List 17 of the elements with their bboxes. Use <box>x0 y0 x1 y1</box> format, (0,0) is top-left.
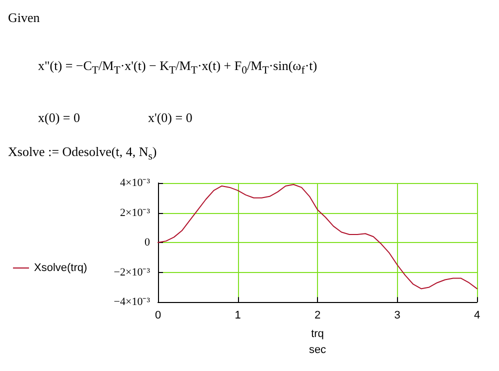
x-tick-label: 2 <box>314 310 321 322</box>
text: Xsolve := Odesolve(t, 4, N$_{s}$) <box>8 144 157 163</box>
y-tick-label: −4×10⁻³ <box>114 296 151 308</box>
x-tick-label: 1 <box>234 310 241 322</box>
text: x'(0) = 0 <box>148 110 192 126</box>
y-tick-label: −2×10⁻³ <box>114 266 151 278</box>
x-tick-label: 0 <box>154 310 162 322</box>
legend-label: Xsolve(trq) <box>34 262 88 274</box>
x-axis-title: trq sec <box>308 328 327 356</box>
y-tick-label: 0 <box>144 236 150 249</box>
y-tick-label: 4×10⁻³ <box>120 177 151 189</box>
text: x(0) = 0 <box>38 110 80 126</box>
x-tick-label: 3 <box>394 310 400 322</box>
text: x"(t) = −C$_{T}$/M$_{T}$·x'(t) − K$_{T}$/M$_{T}$·x(t) + F$_{0}$/M$_{T}$·sin(ω$_{f}$·t) <box>38 58 318 77</box>
x-tick-label: 4 <box>474 310 480 322</box>
y-tick-label: 2×10⁻³ <box>120 206 151 219</box>
text: Given <box>8 10 40 26</box>
